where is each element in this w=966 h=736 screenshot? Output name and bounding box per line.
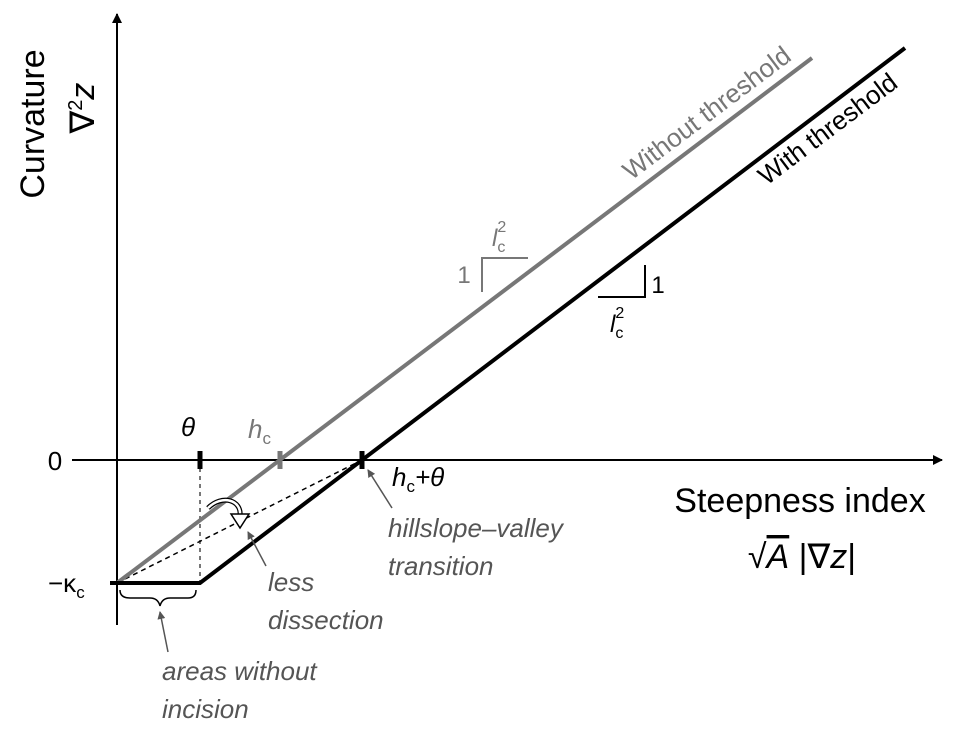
slope-run-with: 1	[651, 272, 664, 299]
annotation-line: incision	[162, 694, 249, 724]
with-threshold-line	[110, 46, 907, 585]
annotation-line: dissection	[268, 605, 384, 635]
curved-arrow-inner	[207, 498, 242, 517]
incision-arrow	[157, 611, 169, 653]
y-axis-label: Curvature	[14, 49, 52, 198]
annotation-line: transition	[388, 551, 494, 581]
symbol-part: |	[847, 538, 856, 576]
symbol-part: 2	[65, 100, 87, 111]
symbol-part: +θ	[415, 462, 444, 492]
symbol-part: l	[610, 311, 616, 338]
symbol-part: z	[64, 83, 102, 101]
slope-triangle-without	[481, 257, 528, 292]
annotation-line: areas without	[162, 656, 318, 686]
slope-triangle-with	[598, 265, 646, 298]
annotation-line: less	[268, 567, 314, 597]
curved-arrow-head	[229, 513, 251, 530]
symbol-part: c	[406, 477, 415, 496]
zero-label: 0	[48, 446, 62, 476]
symbol-part: A	[765, 538, 790, 576]
symbol-part: c	[76, 583, 85, 602]
slope-run-without: 1	[457, 262, 470, 289]
without-threshold-line	[115, 56, 814, 585]
symbol-part: z	[829, 538, 847, 576]
y-axis-symbol: ∇2z	[64, 83, 102, 135]
annotation-line: hillslope–valley	[388, 513, 565, 543]
symbol-part: c	[262, 429, 271, 448]
slope-rise-without: lc 2	[492, 219, 506, 256]
hc-label: hc	[248, 414, 271, 448]
slope-rise-with: lc 2	[610, 305, 624, 342]
x-axis-label: Steepness index	[674, 482, 925, 520]
symbol-part: 2	[615, 305, 624, 322]
kappa-label: −κc	[48, 568, 85, 602]
symbol-part: 2	[497, 219, 506, 236]
transition-arrow	[367, 469, 393, 509]
theta-label: θ	[181, 412, 195, 442]
brace	[119, 589, 197, 607]
symbol-part: l	[492, 225, 498, 252]
dissection-arrow	[247, 531, 267, 567]
symbol-part: h	[392, 462, 406, 492]
symbol-part: −κ	[48, 568, 77, 598]
symbol-part: |∇	[789, 538, 830, 576]
symbol-part: ∇	[64, 110, 102, 134]
symbol-part: c	[615, 325, 623, 342]
symbol-part: h	[248, 414, 262, 444]
hc-theta-label: hc+θ	[392, 462, 444, 496]
symbol-part: c	[497, 239, 505, 256]
symbol-part: √	[748, 538, 767, 576]
x-axis-symbol: √A |∇z|	[748, 538, 856, 576]
